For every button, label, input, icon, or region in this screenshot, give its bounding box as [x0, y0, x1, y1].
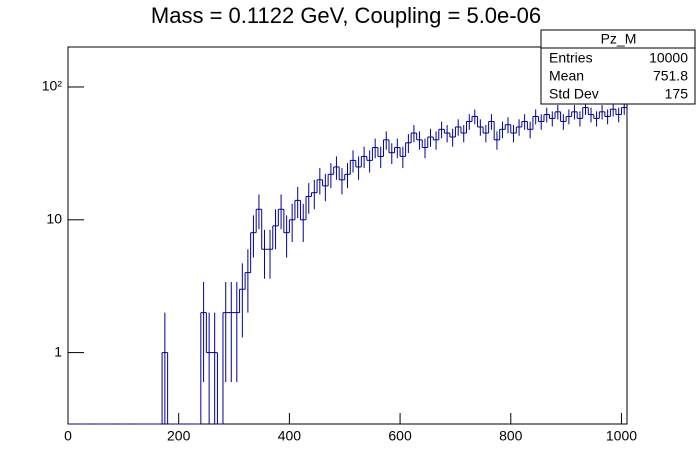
plot-frame — [67, 46, 628, 425]
stats-label: Mean — [549, 68, 584, 84]
stats-value: 175 — [665, 86, 689, 102]
stats-box — [540, 29, 696, 105]
y-tick-label: 10² — [42, 78, 63, 94]
stats-value: 751.8 — [653, 68, 688, 84]
x-tick-label: 600 — [388, 428, 412, 444]
x-tick-label: 200 — [167, 428, 191, 444]
chart-title: Mass = 0.1122 GeV, Coupling = 5.0e-06 — [151, 3, 541, 28]
y-tick-label: 1 — [54, 343, 62, 359]
x-tick-label: 400 — [278, 428, 302, 444]
stats-label: Entries — [549, 50, 593, 66]
stats-title: Pz_M — [601, 31, 637, 47]
y-tick-label: 10 — [46, 210, 62, 226]
x-tick-label: 1000 — [606, 428, 637, 444]
x-tick-label: 800 — [499, 428, 523, 444]
x-tick-label: 0 — [64, 428, 72, 444]
stats-value: 10000 — [649, 50, 688, 66]
stats-label: Std Dev — [549, 86, 599, 102]
